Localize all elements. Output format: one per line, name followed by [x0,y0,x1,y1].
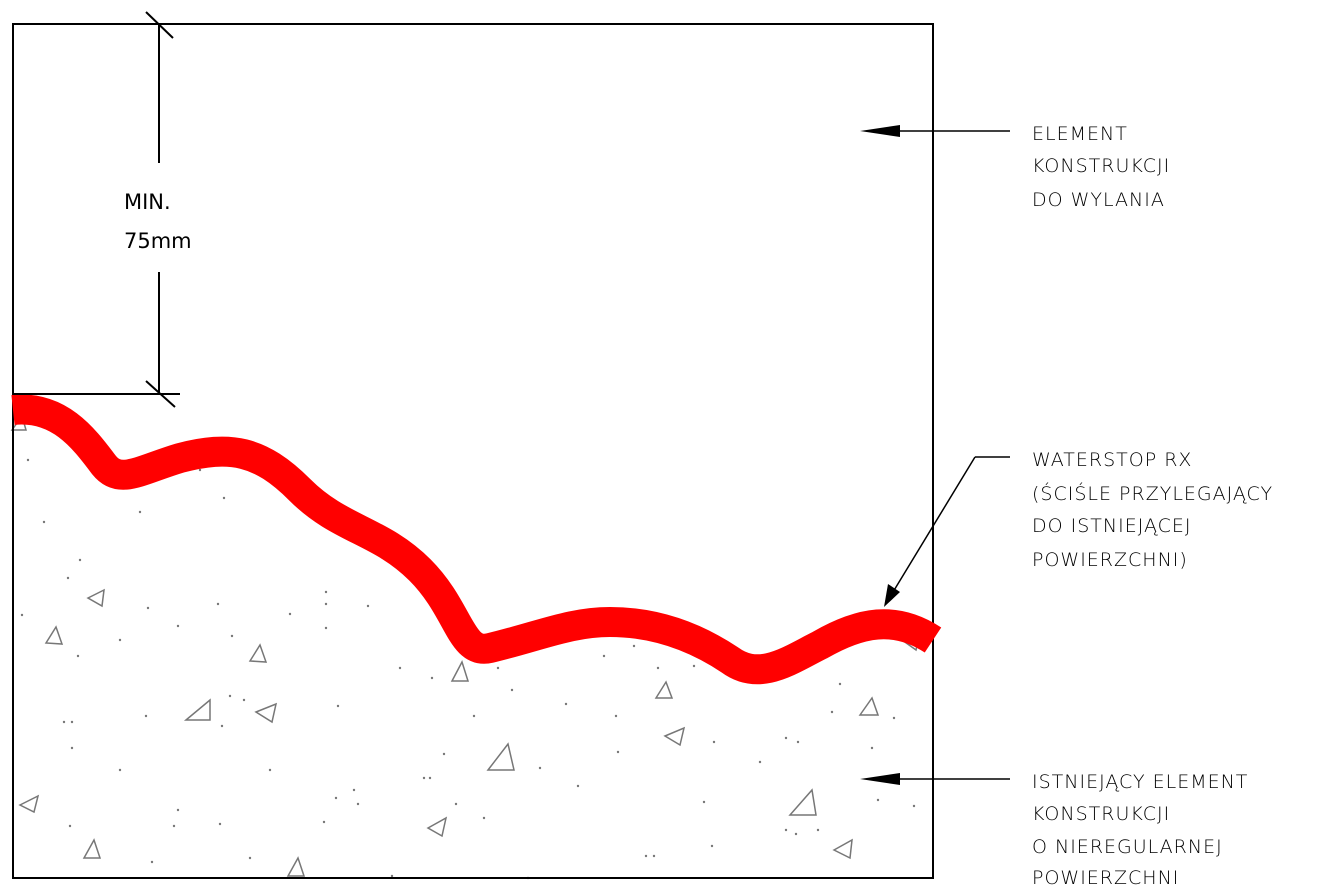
aggregate-triangle [44,625,64,645]
svg-text:ISTNIEJĄCY ELEMENT: ISTNIEJĄCY ELEMENT [1032,771,1248,793]
svg-text:DO ISTNIEJĄCEJ: DO ISTNIEJĄCEJ [1032,515,1192,537]
svg-text:POWIERZCHNI): POWIERZCHNI) [1032,549,1188,571]
leader-top [860,125,1010,137]
svg-text:O NIEREGULARNEJ: O NIEREGULARNEJ [1032,836,1223,858]
element-outline [12,23,934,879]
aggregate-triangle [82,838,102,859]
aggregate-triangle [654,680,674,699]
aggregate-triangle [18,794,40,814]
aggregate-triangle [254,702,278,724]
aggregate-dots [20,458,916,880]
aggregate-triangle [663,726,686,747]
aggregate-triangle [183,698,211,721]
label-existing-element: ISTNIEJĄCY ELEMENT KONSTRUKCJI O NIEREGU… [1032,771,1248,887]
svg-text:(ŚCIŚLE PRZYLEGAJĄCY: (ŚCIŚLE PRZYLEGAJĄCY [1032,481,1273,505]
aggregate-triangle [450,660,470,682]
dimension-label-value: 75mm [124,229,192,253]
dimension-label-min: MIN. [124,190,171,214]
svg-text:WATERSTOP RX: WATERSTOP RX [1032,449,1192,471]
svg-text:DO WYLANIA: DO WYLANIA [1032,189,1165,211]
dimension-min-75mm [13,11,180,408]
aggregate-triangle [286,856,306,877]
svg-text:KONSTRUKCJI: KONSTRUKCJI [1032,155,1170,177]
leader-waterstop [884,456,1010,607]
aggregate-triangle [86,588,105,608]
aggregate-triangle [832,838,853,860]
aggregate-triangle [486,742,515,771]
svg-text:ELEMENT: ELEMENT [1032,123,1128,145]
aggregate-triangle [788,788,817,816]
leader-bottom [860,773,1010,785]
label-element-to-pour: ELEMENT KONSTRUKCJI DO WYLANIA [1032,123,1170,211]
aggregate-triangle [248,643,268,663]
label-waterstop: WATERSTOP RX (ŚCIŚLE PRZYLEGAJĄCY DO IST… [1032,449,1273,571]
svg-text:POWIERZCHNI: POWIERZCHNI [1032,867,1179,887]
waterstop-band [11,394,942,685]
svg-text:KONSTRUKCJI: KONSTRUKCJI [1032,803,1170,825]
aggregate-triangle [426,816,448,838]
aggregate-triangle [858,696,880,716]
